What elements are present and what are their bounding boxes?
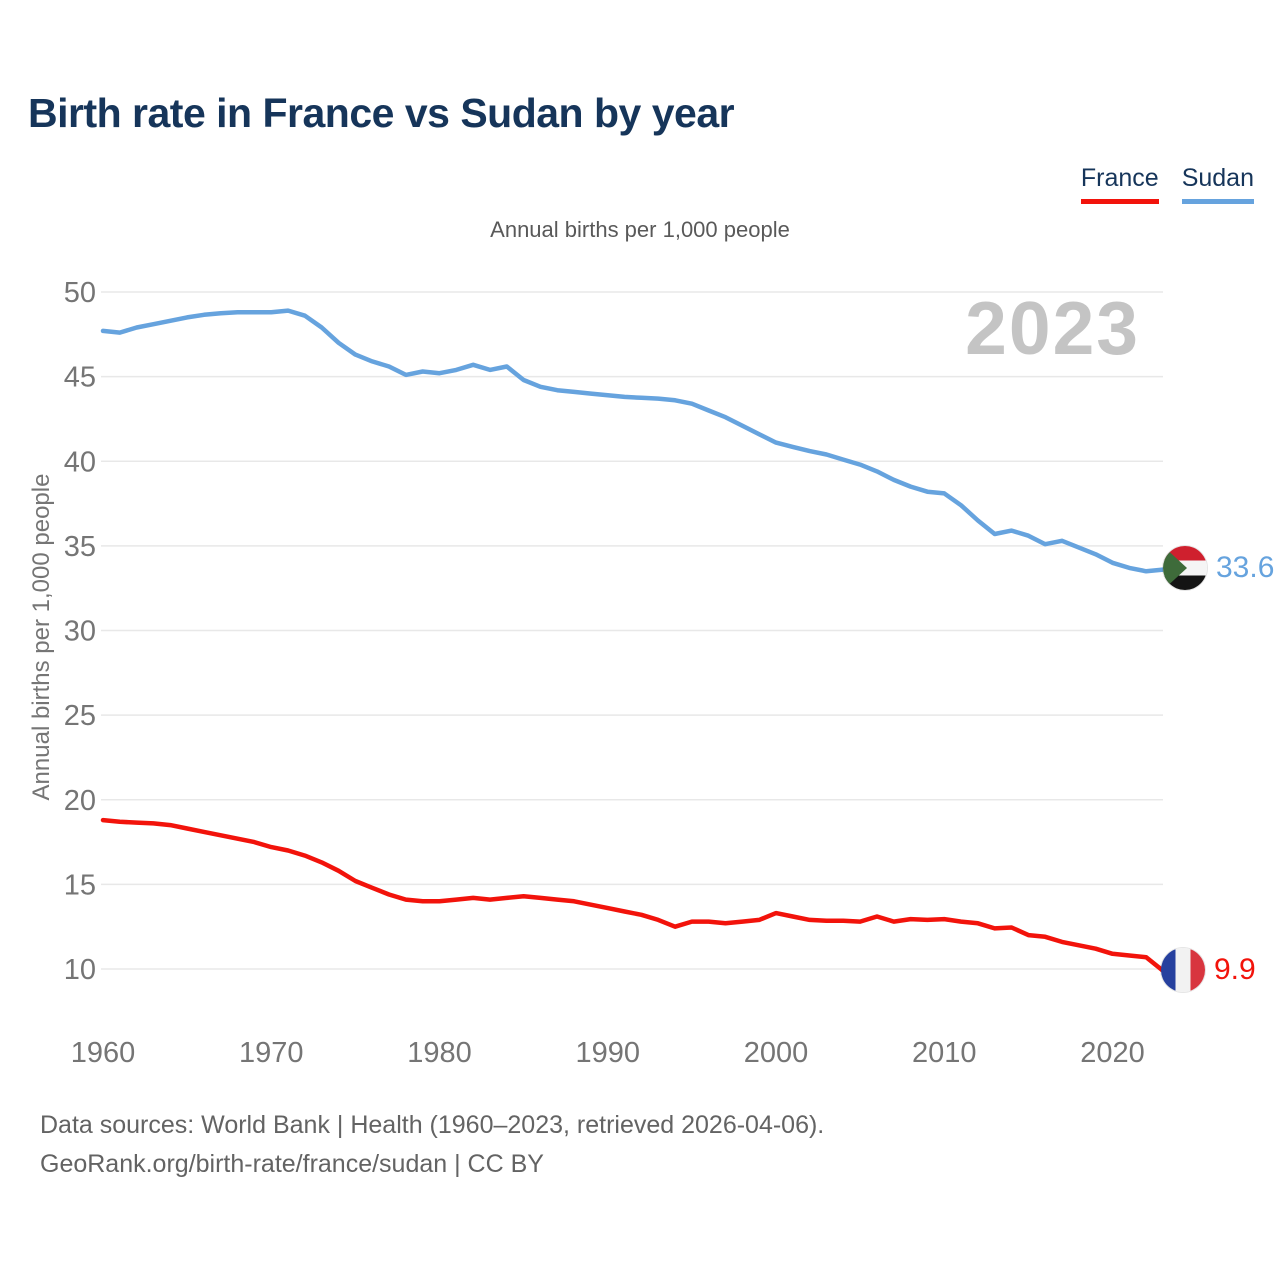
legend-item-sudan[interactable]: Sudan xyxy=(1181,164,1254,204)
sudan-end-value: 33.6 xyxy=(1216,551,1275,584)
y-tick-label: 50 xyxy=(64,277,96,309)
series-line-france xyxy=(100,817,1166,973)
series-line-sudan xyxy=(100,308,1166,574)
legend-item-france[interactable]: France xyxy=(1080,164,1159,204)
y-tick-label: 20 xyxy=(64,785,96,817)
x-tick-label: 2020 xyxy=(1080,1037,1145,1069)
legend-label-sudan: Sudan xyxy=(1181,164,1254,192)
footer: Data sources: World Bank | Health (1960–… xyxy=(40,1106,824,1184)
sudan-end-marker: 33.6 xyxy=(1163,546,1274,590)
y-tick-label: 40 xyxy=(64,446,96,478)
france-end-marker: 9.9 xyxy=(1161,948,1256,992)
x-tick-label: 1980 xyxy=(407,1037,472,1069)
y-tick-label: 45 xyxy=(64,362,96,394)
y-tick-label: 25 xyxy=(64,700,96,732)
france-flag-icon xyxy=(1161,948,1205,992)
y-axis-label: Annual births per 1,000 people xyxy=(28,473,55,801)
x-tick-label: 1960 xyxy=(71,1037,136,1069)
x-tick-label: 1970 xyxy=(239,1037,304,1069)
x-tick-label: 1990 xyxy=(576,1037,641,1069)
sudan-flag-icon xyxy=(1163,546,1207,590)
y-tick-label: 30 xyxy=(64,616,96,648)
x-tick-label: 2000 xyxy=(744,1037,809,1069)
legend-label-france: France xyxy=(1080,164,1159,192)
x-tick-label: 2010 xyxy=(912,1037,977,1069)
y-tick-label: 10 xyxy=(64,954,96,986)
chart-subtitle: Annual births per 1,000 people xyxy=(490,217,790,242)
year-watermark: 2023 xyxy=(965,286,1140,370)
legend: France Sudan xyxy=(1080,164,1254,204)
footer-sources: Data sources: World Bank | Health (1960–… xyxy=(40,1111,825,1139)
footer-attribution: GeoRank.org/birth-rate/france/sudan | CC… xyxy=(40,1150,544,1178)
france-end-value: 9.9 xyxy=(1214,953,1256,986)
y-tick-label: 35 xyxy=(64,531,96,563)
y-tick-label: 15 xyxy=(64,869,96,901)
page-title: Birth rate in France vs Sudan by year xyxy=(28,90,735,136)
